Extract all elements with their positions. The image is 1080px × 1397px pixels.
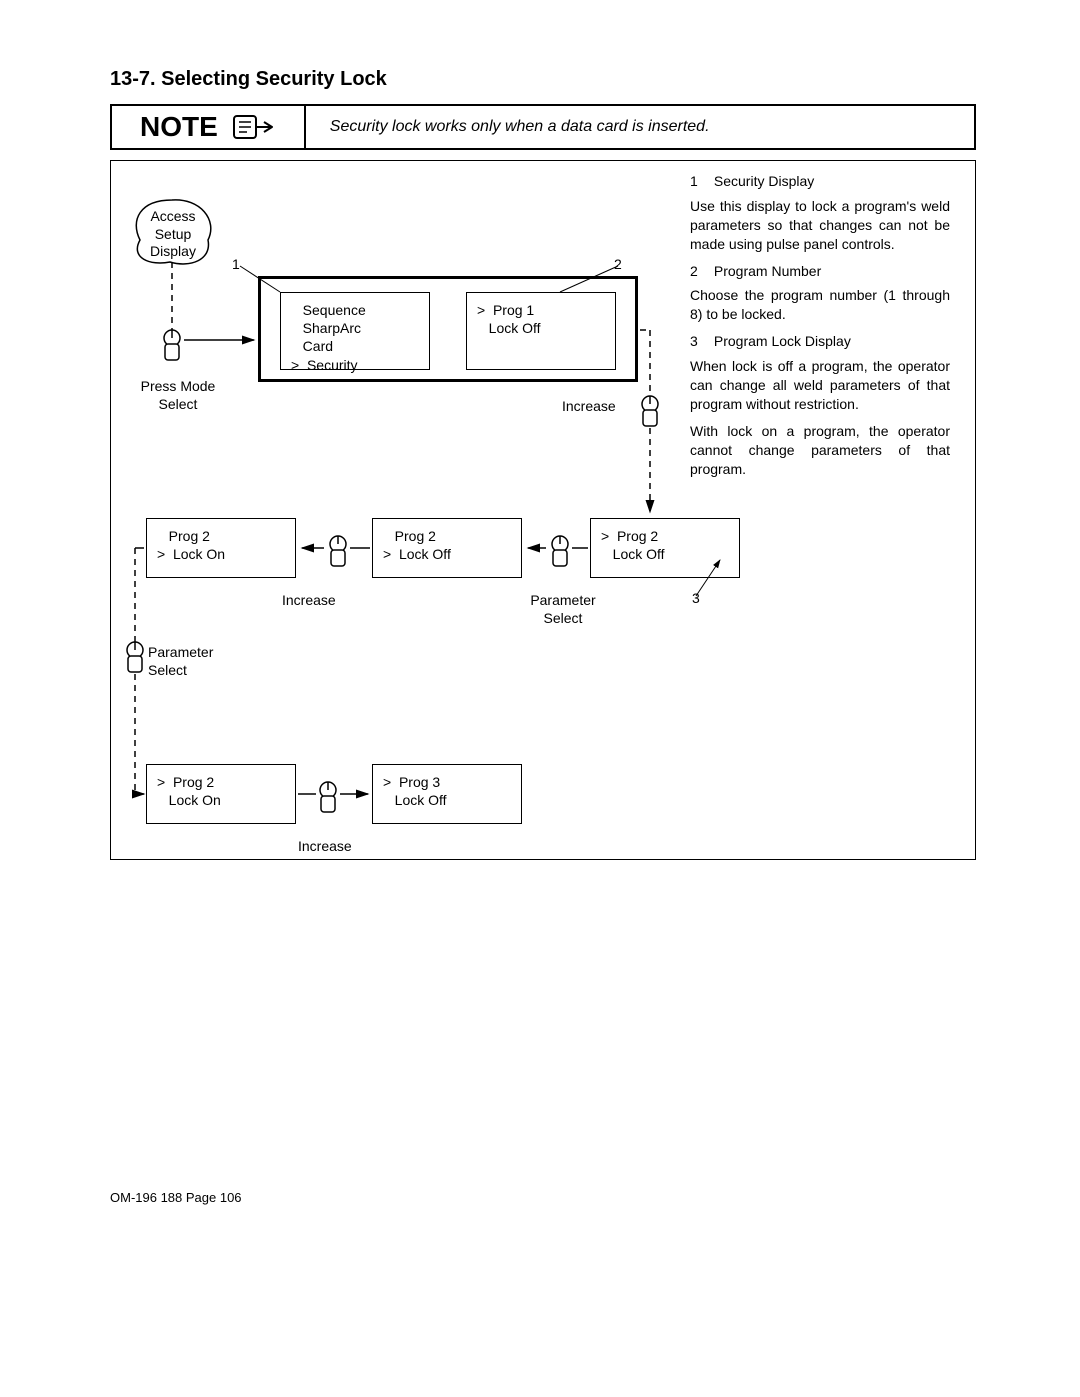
note-label: NOTE	[140, 111, 218, 143]
legend: 1 Security Display Use this display to l…	[690, 172, 950, 486]
box-prog2-lockon: Prog 2 > Lock On	[146, 518, 296, 578]
box-security-menu: Sequence SharpArc Card > Security	[280, 292, 430, 370]
legend-para: Choose the program number (1 through 8) …	[690, 286, 950, 324]
callout-2: 2	[614, 256, 622, 274]
page: 13-7. Selecting Security Lock NOTE Secur…	[0, 0, 1080, 1397]
parameter-select-label-1: Parameter Select	[518, 592, 608, 627]
legend-num: 1	[690, 172, 710, 191]
box-prog3: > Prog 3 Lock Off	[372, 764, 522, 824]
press-mode-select-label: Press Mode Select	[128, 378, 228, 413]
legend-item-3: 3 Program Lock Display	[690, 332, 950, 351]
note-text: Security lock works only when a data car…	[306, 106, 974, 148]
note-left: NOTE	[112, 106, 306, 148]
pointer-icon	[232, 112, 276, 142]
legend-para: Use this display to lock a program's wel…	[690, 197, 950, 254]
legend-title: Security Display	[714, 173, 814, 189]
box-prog1: > Prog 1 Lock Off	[466, 292, 616, 370]
legend-para: With lock on a program, the operator can…	[690, 422, 950, 479]
increase-label-2: Increase	[282, 592, 336, 610]
note-box: NOTE Security lock works only when a dat…	[110, 104, 976, 150]
box-prog2-lockoff-b: > Prog 2 Lock Off	[590, 518, 740, 578]
increase-label-3: Increase	[298, 838, 352, 856]
legend-title: Program Lock Display	[714, 333, 851, 349]
box-prog2-lockon-b: > Prog 2 Lock On	[146, 764, 296, 824]
legend-title: Program Number	[714, 263, 821, 279]
page-footer: OM-196 188 Page 106	[110, 1190, 242, 1205]
box-prog2-lockoff-a: Prog 2 > Lock Off	[372, 518, 522, 578]
legend-num: 3	[690, 332, 710, 351]
legend-item-1: 1 Security Display	[690, 172, 950, 191]
callout-3: 3	[692, 590, 700, 608]
increase-label-1: Increase	[562, 398, 616, 416]
legend-para: When lock is off a program, the operator…	[690, 357, 950, 414]
parameter-select-label-2: Parameter Select	[148, 644, 238, 679]
callout-1: 1	[232, 256, 240, 274]
legend-num: 2	[690, 262, 710, 281]
legend-item-2: 2 Program Number	[690, 262, 950, 281]
page-title: 13-7. Selecting Security Lock	[110, 68, 387, 91]
start-balloon-label: Access Setup Display	[138, 208, 208, 261]
